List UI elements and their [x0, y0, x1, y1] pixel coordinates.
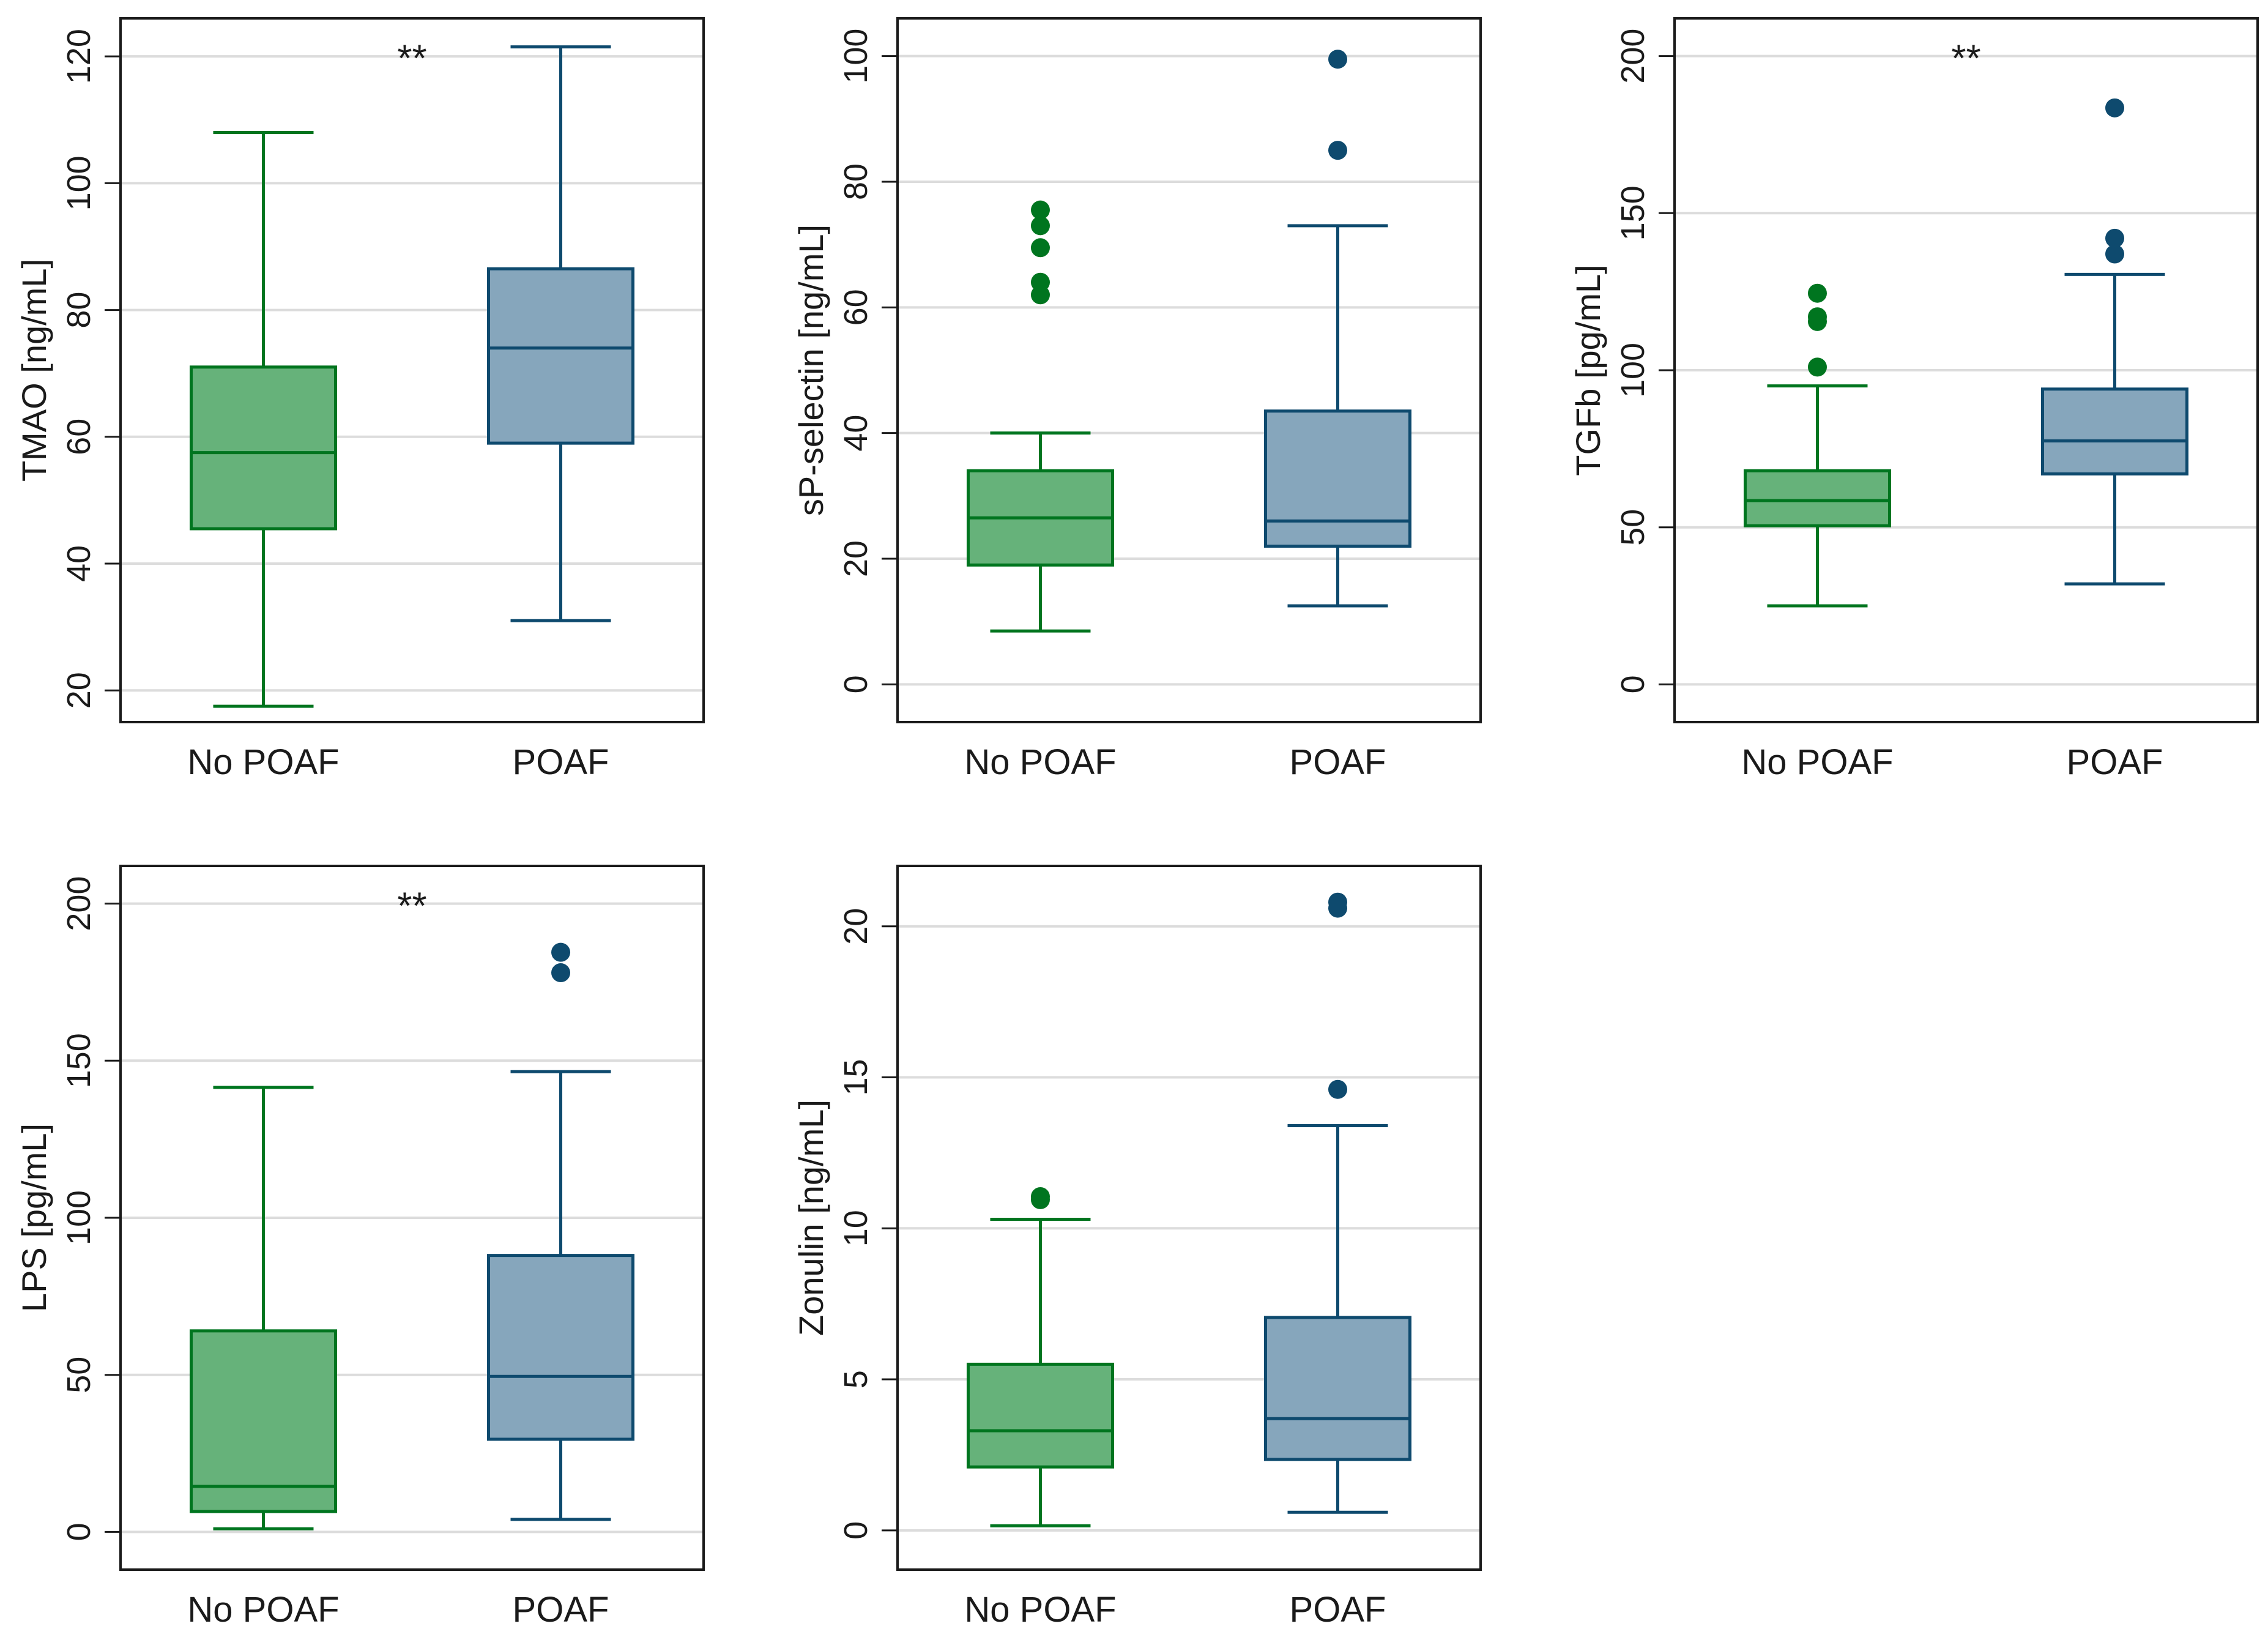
y-tick-label: 20	[838, 540, 874, 577]
outlier-point	[1030, 238, 1050, 258]
y-tick-label: 50	[61, 1357, 97, 1393]
outlier-point	[1328, 892, 1348, 912]
significance-marker: **	[397, 885, 426, 927]
chart-panel-1: 20 40 60 80 100 120 TMAO [ng/mL] No POAF POAF **	[15, 17, 705, 782]
y-tick-label: 200	[1615, 29, 1651, 84]
outlier-point	[1807, 283, 1827, 303]
plot-frame	[119, 865, 705, 1571]
y-tick-label: 20	[838, 908, 874, 945]
box-no-poaf	[1743, 283, 1891, 608]
outlier-point	[2105, 244, 2125, 264]
iqr-box	[1264, 409, 1412, 548]
y-tick-label: 0	[838, 1521, 874, 1540]
y-tick-label: 10	[838, 1210, 874, 1247]
y-tick-label: 60	[838, 289, 874, 326]
y-tick-label: 100	[61, 1190, 97, 1245]
outlier-point	[1030, 200, 1050, 220]
box-poaf	[1264, 50, 1412, 608]
box-poaf	[2041, 98, 2189, 586]
significance-marker: **	[1951, 37, 1980, 80]
outlier-point	[551, 963, 571, 983]
outlier-point	[2105, 98, 2125, 117]
box-no-poaf	[189, 130, 337, 708]
y-tick-label: 5	[838, 1370, 874, 1389]
y-axis-title: LPS [pg/mL]	[15, 1124, 53, 1312]
outlier-point	[1030, 1187, 1050, 1206]
y-tick-label: 0	[61, 1523, 97, 1541]
y-tick-label: 200	[61, 876, 97, 931]
iqr-box	[1264, 1316, 1412, 1461]
outlier-point	[1030, 272, 1050, 292]
y-axis-title: Zonulin [ng/mL]	[792, 1100, 830, 1336]
outlier-point	[1807, 357, 1827, 377]
outlier-point	[1328, 50, 1348, 69]
outlier-point	[2105, 228, 2125, 248]
iqr-box	[189, 365, 337, 531]
plot-frame	[1673, 17, 2259, 723]
iqr-box	[487, 1254, 635, 1441]
y-tick-label: 50	[1615, 509, 1651, 546]
plot-frame	[896, 17, 1482, 723]
y-tick-label: 80	[838, 163, 874, 200]
x-category-label: POAF	[513, 1590, 609, 1629]
box-no-poaf	[966, 200, 1114, 633]
plot-frame	[119, 17, 705, 723]
chart-panel-2: 0 20 40 60 80 100 sP-selectin [ng/mL] No POAF PO…	[792, 17, 1482, 782]
y-tick-label: 40	[61, 545, 97, 582]
y-tick-label: 100	[61, 155, 97, 211]
iqr-box	[189, 1329, 337, 1513]
y-tick-label: 20	[61, 672, 97, 709]
y-tick-label: 15	[838, 1059, 874, 1095]
iqr-box	[487, 267, 635, 445]
box-poaf	[487, 942, 635, 1521]
x-category-label: No POAF	[187, 742, 339, 782]
chart-panel-4: 0 50 100 150 200 LPS [pg/mL] No POAF POAF **	[15, 865, 705, 1629]
plot-frame	[896, 865, 1482, 1571]
y-tick-label: 150	[61, 1033, 97, 1088]
y-tick-label: 0	[838, 675, 874, 693]
outlier-point	[1328, 141, 1348, 160]
iqr-box	[966, 1362, 1114, 1469]
y-tick-label: 150	[1615, 185, 1651, 240]
chart-panel-3: 0 50 100 150 200 TGFb [pg/mL] No POAF POAF **	[1569, 17, 2259, 782]
y-axis-title: sP-selectin [ng/mL]	[792, 225, 830, 516]
significance-marker: **	[397, 37, 426, 80]
box-poaf	[487, 45, 635, 622]
outlier-point	[1030, 216, 1050, 236]
outlier-point	[1328, 1079, 1348, 1099]
box-no-poaf	[189, 1086, 337, 1530]
iqr-box	[1743, 469, 1891, 527]
x-category-label: POAF	[1290, 1590, 1386, 1629]
y-axis-title: TGFb [pg/mL]	[1569, 264, 1607, 475]
outlier-point	[1807, 307, 1827, 327]
y-axis-title: TMAO [ng/mL]	[15, 259, 53, 482]
y-tick-label: 80	[61, 292, 97, 329]
y-tick-label: 100	[1615, 343, 1651, 398]
chart-panel-5: 0 5 10 15 20 Zonulin [ng/mL] No POAF POAF	[792, 865, 1482, 1629]
y-tick-label: 0	[1615, 675, 1651, 693]
x-category-label: POAF	[2067, 742, 2163, 782]
iqr-box	[2041, 387, 2189, 475]
x-category-label: No POAF	[1741, 742, 1893, 782]
box-no-poaf	[966, 1187, 1114, 1527]
box-poaf	[1264, 892, 1412, 1514]
x-category-label: POAF	[1290, 742, 1386, 782]
y-tick-label: 100	[838, 29, 874, 84]
x-category-label: No POAF	[964, 742, 1116, 782]
y-tick-label: 60	[61, 419, 97, 455]
y-tick-label: 120	[61, 29, 97, 84]
x-category-label: POAF	[513, 742, 609, 782]
x-category-label: No POAF	[187, 1590, 339, 1629]
x-category-label: No POAF	[964, 1590, 1116, 1629]
y-tick-label: 40	[838, 415, 874, 452]
outlier-point	[551, 942, 571, 962]
